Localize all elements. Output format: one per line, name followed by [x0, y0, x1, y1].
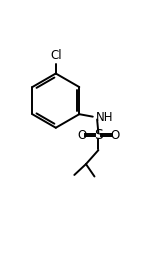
Text: Cl: Cl [50, 49, 62, 62]
Text: NH: NH [96, 111, 113, 124]
Text: O: O [110, 129, 119, 142]
Text: O: O [78, 129, 87, 142]
Text: S: S [94, 128, 103, 143]
